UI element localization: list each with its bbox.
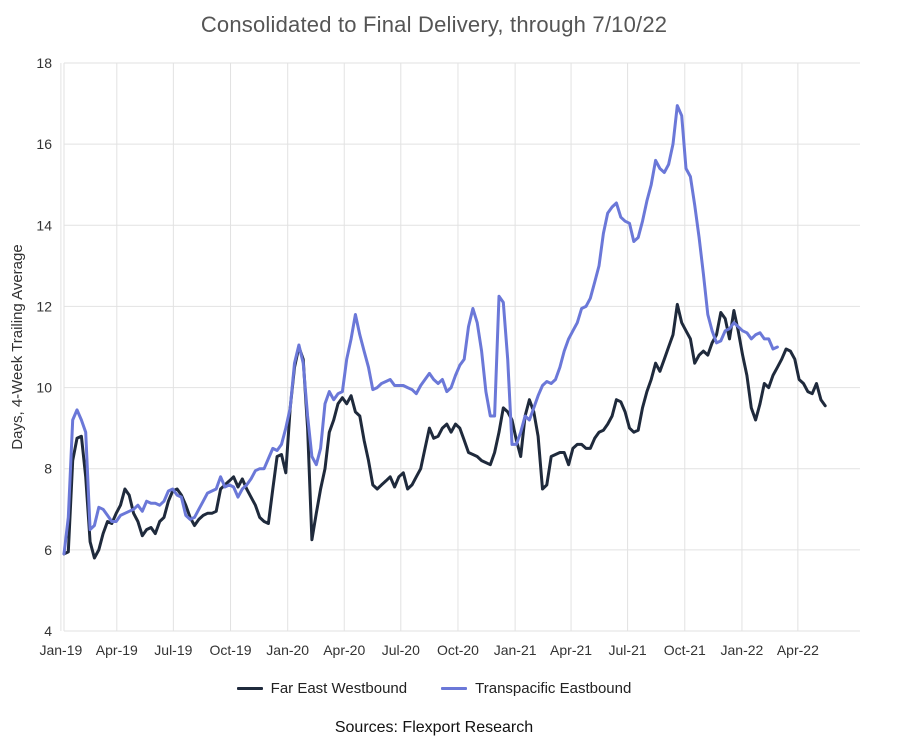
series-lines [62,104,827,560]
y-tick-label: 10 [36,380,52,396]
legend-swatch-far-east-westbound [236,687,263,690]
x-tick-label: Apr-22 [777,642,819,658]
y-tick-label: 16 [36,136,52,152]
x-tick-label: Jan-19 [39,642,82,658]
x-tick-label: Apr-20 [323,642,365,658]
legend-label-far-east-westbound: Far East Westbound [270,680,408,697]
x-tick-label: Jul-21 [609,642,647,658]
y-tick-label: 4 [44,623,52,639]
legend-label-transpacific-eastbound: Transpacific Eastbound [475,680,632,697]
y-axis-title: Days, 4-Week Trailing Average [9,244,26,449]
legend-item-far-east-westbound: Far East Westbound [236,680,408,697]
line-chart: 4 6 8 10 12 14 16 18 Jan-19 Apr-19 Jul-19 Oct-19 Jan… [9,55,860,658]
x-tick-label: Jul-19 [154,642,192,658]
series-line-far-east-westbound [62,302,827,560]
y-tick-label: 14 [36,217,52,233]
grid [60,62,860,632]
x-tick-label: Jan-22 [721,642,764,658]
source-note: Sources: Flexport Research [334,719,534,736]
x-tick-label: Jan-20 [266,642,309,658]
legend: Far East Westbound Transpacific Eastboun… [0,680,868,697]
x-tick-label: Oct-19 [210,642,252,658]
series-line-transpacific-eastbound [62,104,779,556]
y-tick-label: 12 [36,298,52,314]
x-tick-label: Apr-19 [96,642,138,658]
axes: 4 6 8 10 12 14 16 18 Jan-19 Apr-19 Jul-19 Oct-19 Jan… [36,55,860,658]
y-tick-label: 6 [44,542,52,558]
y-tick-label: 18 [36,55,52,71]
x-tick-label: Jul-20 [382,642,420,658]
legend-swatch-transpacific-eastbound [441,687,468,690]
y-tick-label: 8 [44,461,52,477]
x-tick-label: Apr-21 [550,642,592,658]
x-tick-label: Oct-20 [437,642,479,658]
chart-title: Consolidated to Final Delivery, through … [200,12,668,37]
x-tick-label: Oct-21 [664,642,706,658]
x-tick-label: Jan-21 [494,642,537,658]
legend-item-transpacific-eastbound: Transpacific Eastbound [441,680,631,697]
